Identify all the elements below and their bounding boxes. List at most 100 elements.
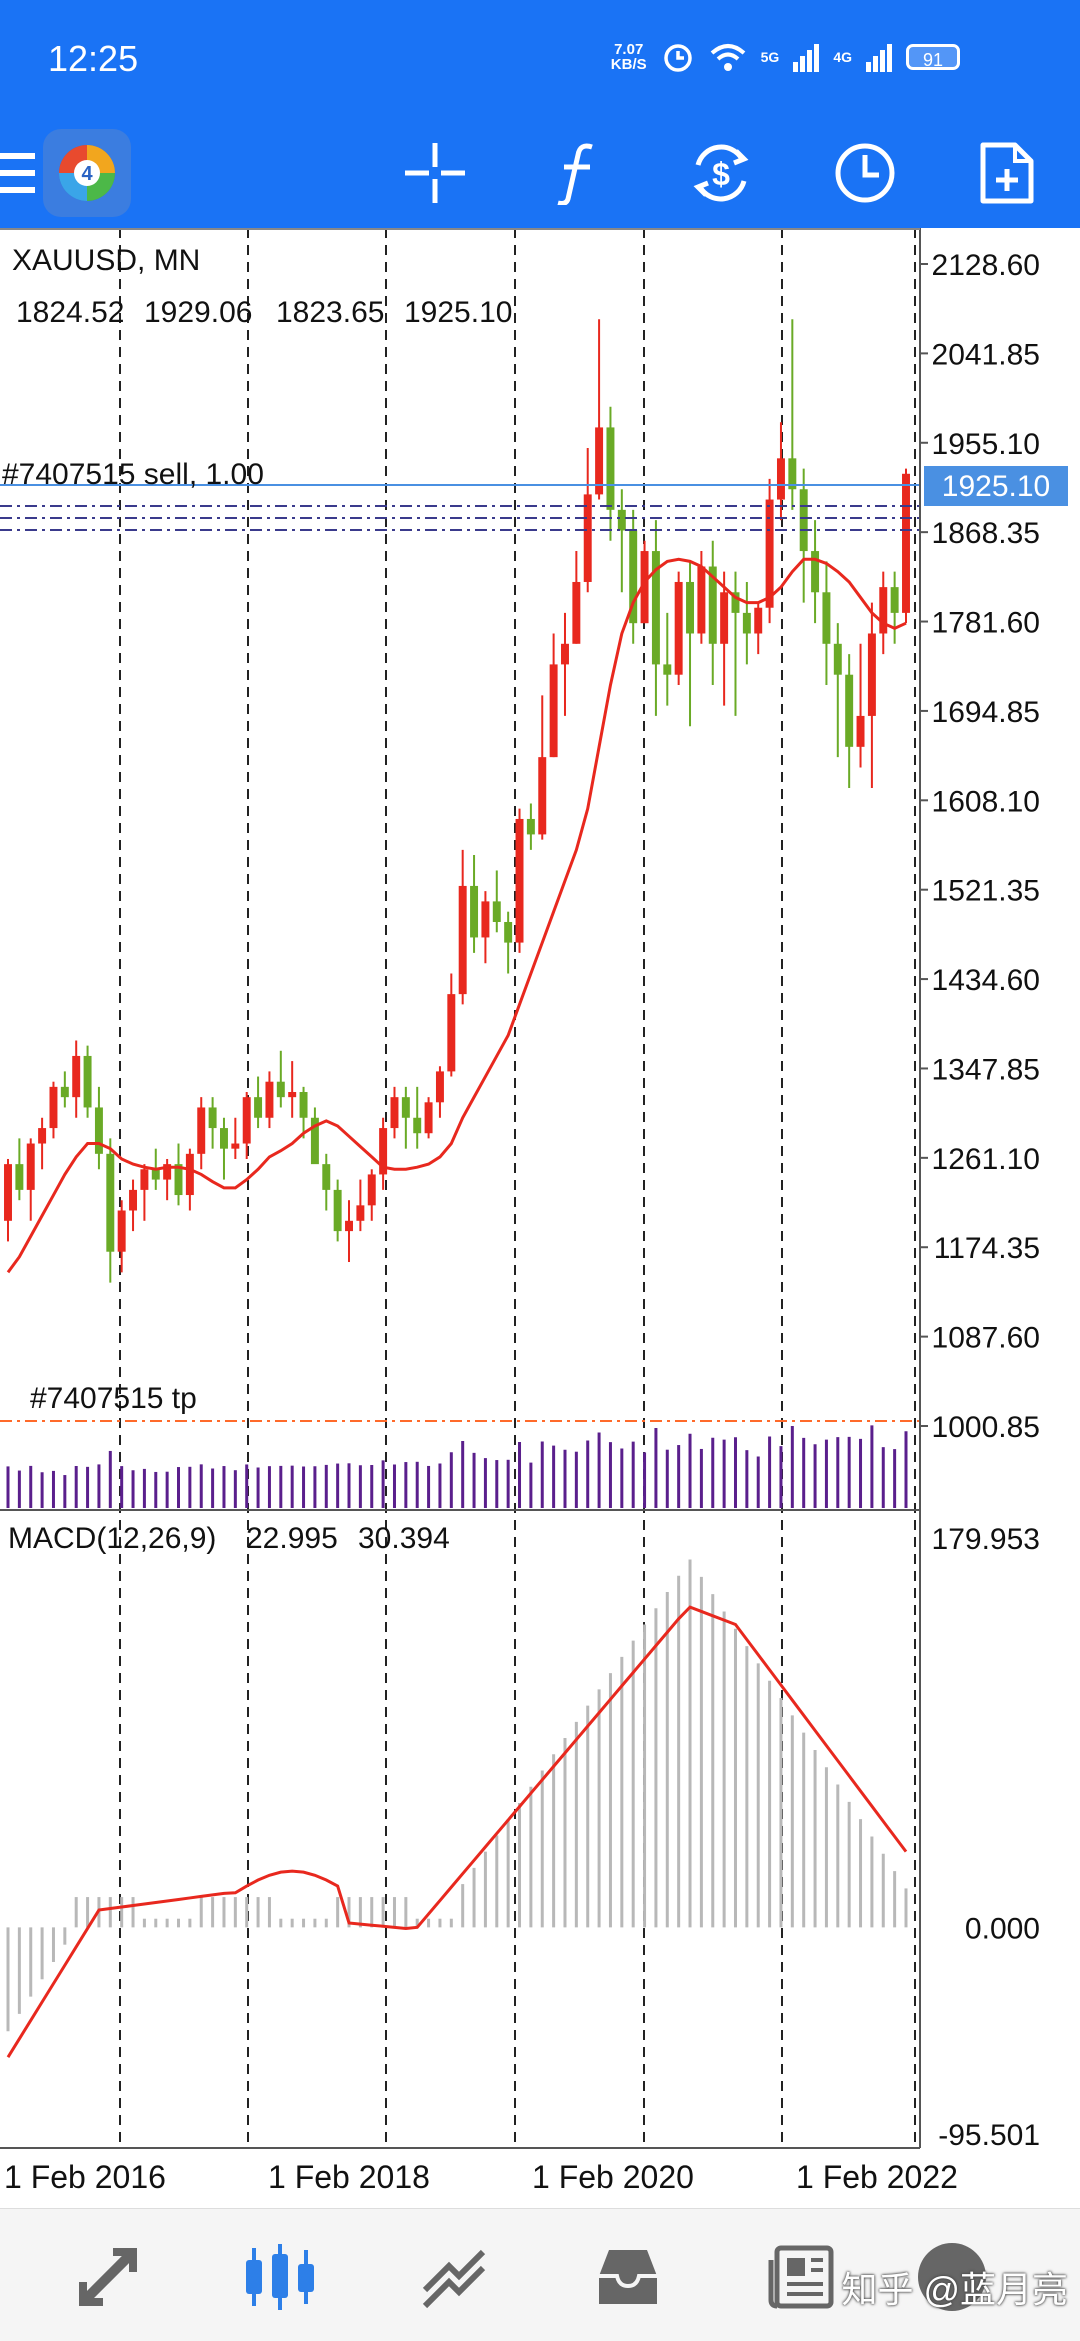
timeframe-clock-icon (835, 143, 895, 203)
chart-area[interactable]: XAUUSD, MN 1824.52 1929.06 1823.65 1925.… (0, 228, 1080, 2208)
candle-body (890, 587, 899, 613)
nav-chart[interactable] (240, 2237, 320, 2317)
menu-button[interactable] (0, 136, 46, 210)
nav-trade[interactable] (414, 2237, 494, 2317)
candle-body (424, 1102, 433, 1134)
candle-body (663, 664, 672, 675)
price-tick-label: 1434.60 (932, 964, 1040, 997)
status-time: 12:25 (48, 38, 139, 79)
candle-body (83, 1055, 92, 1108)
candle-body (4, 1164, 12, 1221)
signal-4g-icon (866, 44, 892, 72)
ohlc-low: 1823.65 (276, 296, 384, 329)
indicators-button[interactable] (540, 136, 614, 210)
candle-body (15, 1164, 24, 1190)
candle-body (72, 1055, 81, 1098)
candle-body (526, 818, 535, 835)
candle-body (856, 715, 865, 747)
ohlc-close: 1925.10 (404, 296, 512, 329)
order-label[interactable]: #7407515 sell, 1.00 (2, 458, 264, 491)
candle-body (504, 921, 513, 943)
candle-body (742, 612, 751, 634)
indicator-f-icon (557, 143, 593, 205)
candle-body (822, 592, 831, 644)
candle-body (60, 1086, 69, 1098)
candle-body (38, 1128, 47, 1144)
macd-signal-line (6, 1605, 908, 2058)
candle-body (538, 757, 547, 835)
candle-body (288, 1092, 297, 1098)
new-order-button[interactable] (970, 136, 1044, 210)
time-axis: 1 Feb 2016 1 Feb 2018 1 Feb 2020 1 Feb 2022 (4, 2159, 958, 2195)
net-speed-unit: KB/S (610, 56, 647, 73)
history-icon (599, 2250, 657, 2304)
candle-body (595, 427, 604, 495)
candle-body (470, 885, 479, 938)
trade-button[interactable]: $ (684, 136, 758, 210)
watermark: 知乎 @蓝月亮 (841, 2269, 1068, 2310)
price-tick-label: 1174.35 (934, 1232, 1040, 1265)
candle-body (367, 1174, 376, 1206)
candle-body (833, 643, 842, 675)
date-tick-label: 1 Feb 2022 (796, 2159, 958, 2195)
macd-axis: 179.953 0.000 -95.501 (932, 1523, 1040, 2152)
candle-body (435, 1071, 444, 1103)
candle-body (583, 494, 592, 582)
date-tick-label: 1 Feb 2016 (4, 2159, 166, 2195)
nav-news[interactable] (762, 2237, 842, 2317)
candle-body (242, 1097, 251, 1144)
settings-icon (918, 2243, 986, 2311)
price-tick-label: 1521.35 (932, 875, 1040, 908)
candle-body (902, 473, 910, 613)
crosshair-button[interactable] (398, 136, 472, 210)
candle-body (322, 1164, 331, 1190)
candle-body (867, 633, 876, 716)
candle-body (686, 581, 695, 634)
trade-dollar-icon: $ (693, 144, 749, 202)
candle-body (458, 885, 467, 995)
price-tick-label: 2128.60 (932, 249, 1040, 282)
price-tick-label: 1087.60 (932, 1322, 1040, 1355)
candle-body (754, 607, 763, 634)
candle-body (720, 592, 729, 644)
candle-body (106, 1153, 115, 1252)
candle-body (276, 1081, 285, 1098)
candle-body (345, 1220, 353, 1232)
candle-body (845, 674, 854, 747)
battery-icon: 91 (906, 44, 960, 70)
candle-body (731, 592, 740, 613)
macd-tick-label: 0.000 (965, 1912, 1040, 1945)
signal-5g-label: 5G (760, 49, 780, 65)
candle-body (185, 1153, 194, 1196)
candle-body (310, 1117, 319, 1165)
new-order-icon (980, 142, 1034, 204)
price-chart[interactable]: XAUUSD, MN 1824.52 1929.06 1823.65 1925.… (0, 228, 1080, 2208)
candle-body (401, 1097, 410, 1118)
nav-history[interactable] (588, 2237, 668, 2317)
svg-text:4: 4 (81, 163, 93, 185)
candle-body (151, 1169, 160, 1180)
candle-body (788, 458, 797, 490)
candle-body (447, 994, 456, 1072)
moving-average-line (6, 557, 907, 1274)
candle-body (163, 1164, 172, 1180)
candle-body (390, 1097, 399, 1129)
top-toolbar: 4 $ (0, 118, 1080, 228)
symbol-label: XAUUSD, MN (12, 244, 200, 277)
mt4-logo-button[interactable]: 4 (42, 128, 132, 218)
period-separators (119, 228, 916, 2148)
macd-histogram (6, 1559, 908, 2032)
candle-body (492, 901, 501, 922)
price-tick-label: 1000.85 (932, 1411, 1040, 1444)
candle-body (208, 1107, 217, 1129)
nav-settings[interactable] (912, 2237, 992, 2317)
candle-body (606, 427, 615, 510)
indicator-lines (6, 557, 908, 2058)
date-tick-label: 1 Feb 2020 (532, 2159, 694, 2195)
current-price-tag-text: 1925.10 (942, 470, 1050, 503)
mt4-logo-icon: 4 (43, 129, 131, 217)
nav-quotes[interactable] (68, 2237, 148, 2317)
timeframe-button[interactable] (828, 136, 902, 210)
candle-body (26, 1143, 35, 1190)
tp-label[interactable]: #7407515 tp (30, 1382, 197, 1415)
